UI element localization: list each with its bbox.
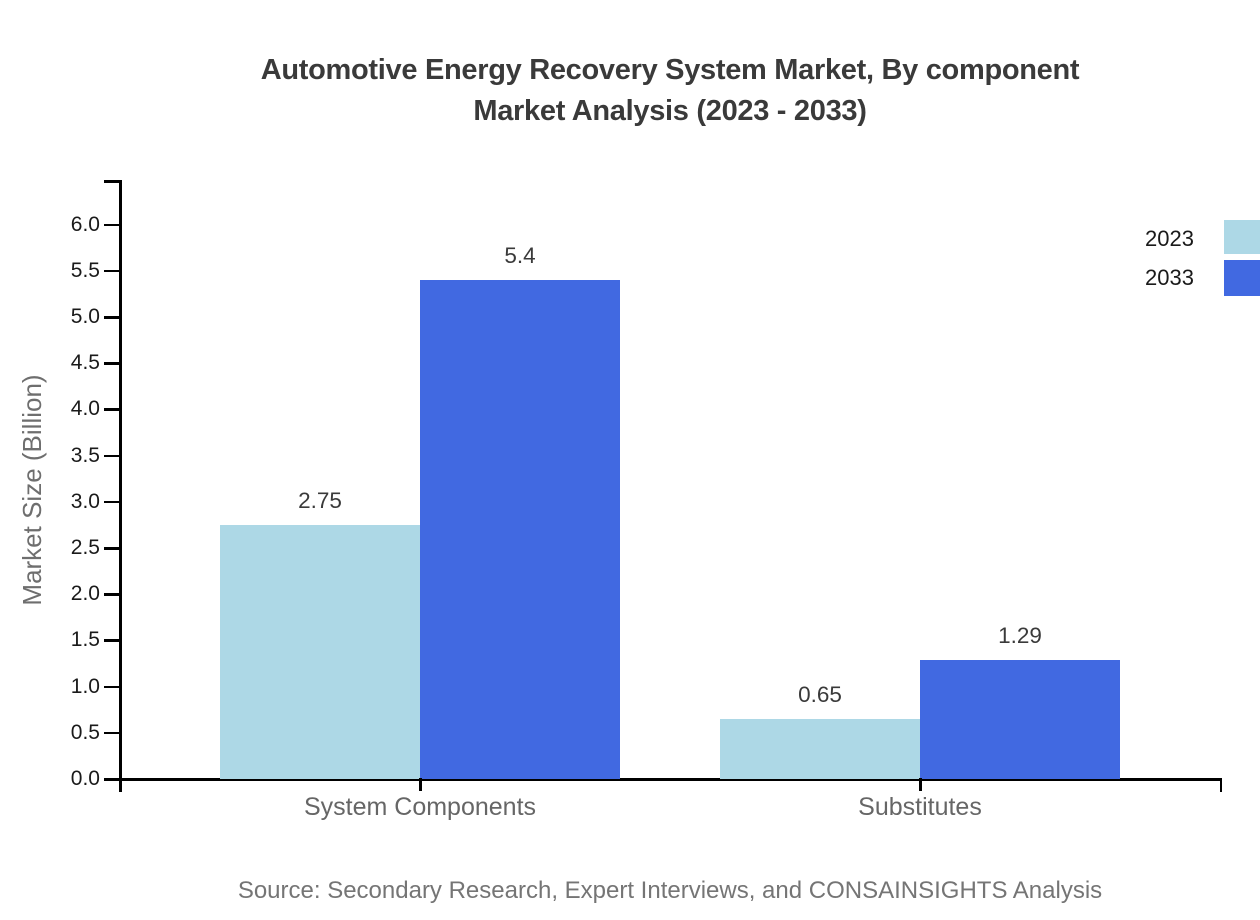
chart-title: Automotive Energy Recovery System Market… (80, 50, 1260, 132)
legend-label-2023: 2023 (1145, 226, 1194, 251)
y-tick-label-4.5: 4.5 (70, 351, 100, 375)
bar-2033-substitutes (920, 659, 1120, 779)
source-note: Source: Secondary Research, Expert Inter… (237, 877, 1103, 904)
bar-value-label: 0.65 (798, 681, 842, 707)
y-tick-0.0 (104, 778, 119, 781)
y-tick-5.0 (104, 316, 119, 319)
y-tick-label-2.0: 2.0 (70, 582, 100, 606)
y-tick-label-3.0: 3.0 (70, 489, 100, 513)
x-tick-0 (419, 778, 422, 791)
y-tick-label-1.5: 1.5 (70, 628, 100, 652)
x-axis-right-cap (1219, 778, 1222, 792)
y-tick-4.0 (104, 408, 119, 411)
y-tick-5.5 (104, 269, 119, 273)
legend-swatch-2033 (1224, 260, 1260, 296)
bar-value-label: 1.29 (998, 622, 1042, 648)
y-tick-label-6.0: 6.0 (70, 212, 100, 236)
bar-value-label: 2.75 (298, 487, 342, 513)
legend-swatch-2023 (1224, 220, 1260, 254)
category-label-system-components: System Components (303, 793, 537, 821)
y-tick-0.5 (104, 731, 119, 735)
x-axis-line (104, 778, 1222, 781)
category-label-substitutes: Substitutes (858, 793, 982, 821)
legend-label-2033: 2033 (1145, 265, 1194, 290)
y-tick-label-5.0: 5.0 (70, 305, 100, 328)
y-tick-label-0.0: 0.0 (70, 767, 100, 790)
bar-value-label: 5.4 (504, 243, 536, 269)
y-tick-label-4.0: 4.0 (70, 397, 100, 421)
y-tick-1.5 (104, 639, 119, 642)
y-tick-3.0 (104, 500, 119, 504)
bar-2033-system-components (420, 280, 620, 779)
bar-2023-substitutes (720, 718, 920, 779)
y-tick-label-1.0: 1.0 (70, 674, 100, 698)
bar-2023-system-components (220, 524, 420, 779)
y-tick-1.0 (104, 685, 119, 689)
y-axis-top-cap (104, 180, 120, 183)
x-tick-1 (919, 778, 922, 791)
y-tick-label-3.5: 3.5 (70, 443, 100, 467)
y-tick-4.5 (104, 362, 119, 365)
chart-title-line-1: Automotive Energy Recovery System Market… (260, 54, 1080, 86)
y-tick-2.5 (104, 547, 119, 550)
y-tick-label-0.5: 0.5 (70, 720, 100, 744)
y-tick-6.0 (104, 223, 119, 227)
y-tick-label-5.5: 5.5 (70, 258, 100, 282)
y-tick-label-2.5: 2.5 (70, 536, 100, 559)
y-tick-3.5 (104, 454, 119, 458)
y-tick-2.0 (104, 593, 119, 596)
y-axis-line (119, 180, 122, 792)
chart-title-line-2: Market Analysis (2023 - 2033) (473, 95, 867, 127)
